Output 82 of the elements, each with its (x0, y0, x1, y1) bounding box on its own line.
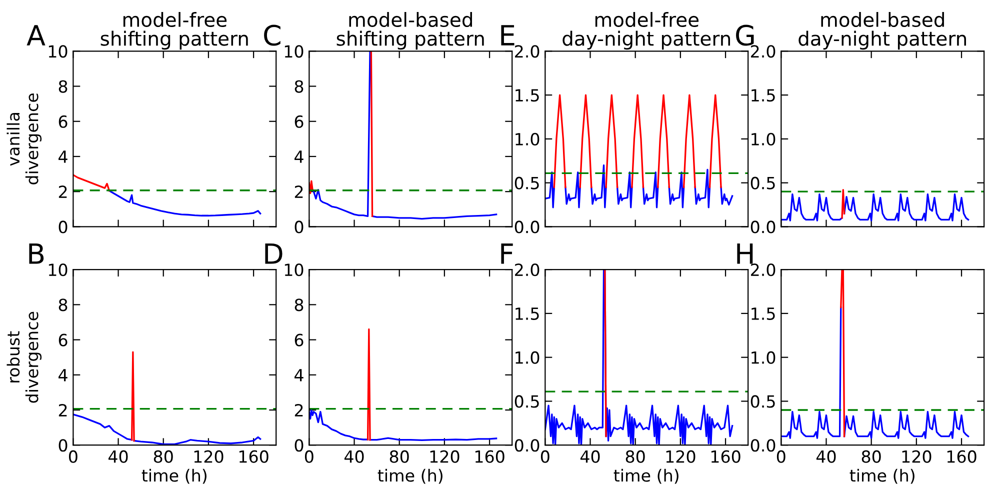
x-axis-title: time (h) (142, 468, 206, 484)
y-tick-label: 4 (58, 369, 68, 382)
y-tick-label: 0.0 (514, 220, 540, 234)
y-tick-label: 10 (284, 45, 304, 58)
x-tick-label: 120 (194, 450, 224, 463)
y-tick-label: 0.5 (750, 395, 775, 408)
x-axis-title: time (h) (378, 468, 442, 484)
x-tick-label: 0 (540, 450, 550, 463)
x-tick-label: 0 (304, 450, 314, 463)
y-tick-label: 2 (294, 186, 303, 198)
x-tick-label: 40 (108, 450, 128, 463)
x-tick-label: 120 (902, 450, 932, 463)
y-tick-label: 8 (294, 298, 304, 312)
y-tick-label: 10 (284, 264, 304, 276)
y-tick-label: 4 (294, 150, 304, 163)
text: G (736, 24, 754, 46)
y-tick-label: 6 (58, 115, 68, 128)
y-tick-label: 2.0 (751, 264, 776, 276)
chart-title: model-free day-night pattern (562, 12, 730, 50)
y-tick-label: 6 (294, 115, 304, 128)
x-tick-label: 80 (626, 450, 645, 463)
y-tick-label: 6 (58, 334, 68, 346)
x-tick-label: 160 (947, 450, 976, 463)
y-tick-label: 8 (58, 298, 68, 312)
y-tick-label: 2 (58, 186, 67, 198)
y-tick-label: 6 (294, 334, 304, 346)
y-tick-label: 2.0 (515, 264, 540, 276)
x-tick-label: 40 (580, 450, 600, 463)
y-tick-label: 8 (58, 80, 68, 93)
x-tick-label: 0 (776, 450, 786, 463)
y-tick-label: 0.5 (514, 176, 539, 190)
x-tick-label: 160 (475, 450, 504, 463)
text: F (501, 244, 513, 264)
y-tick-label: 1.0 (516, 132, 540, 146)
y-tick-label: 0.0 (750, 439, 776, 452)
x-tick-label: 160 (711, 450, 740, 463)
x-tick-label: 120 (666, 450, 696, 463)
chart-title: model-based shifting pattern (336, 12, 484, 50)
y-axis-title: vanilla divergence (6, 93, 42, 184)
y-tick-label: 1.0 (752, 351, 776, 364)
y-tick-label: 0 (58, 439, 68, 452)
y-tick-label: 1.5 (752, 89, 775, 102)
y-tick-label: 0.0 (514, 439, 540, 452)
y-tick-label: 1.0 (516, 351, 540, 364)
x-tick-label: 40 (816, 450, 836, 463)
y-tick-label: 8 (294, 80, 304, 93)
x-tick-label: 80 (862, 450, 881, 463)
chart-title: model-free shifting pattern (100, 12, 248, 50)
y-tick-label: 2.0 (515, 45, 540, 58)
y-tick-label: 1.5 (516, 89, 539, 102)
x-tick-label: 80 (154, 450, 173, 463)
y-tick-label: 1.5 (516, 308, 539, 320)
y-tick-label: 1.5 (752, 308, 775, 320)
text: E (501, 25, 514, 46)
y-tick-label: 4 (294, 369, 304, 382)
y-tick-label: 1.0 (752, 132, 776, 146)
text: H (737, 244, 753, 264)
y-axis-title: robust divergence (6, 312, 42, 403)
y-tick-label: 0 (58, 220, 68, 234)
text: C (264, 24, 280, 46)
x-axis-title: time (h) (614, 468, 678, 484)
y-tick-label: 0.5 (514, 395, 539, 408)
y-tick-label: 2 (294, 404, 303, 416)
y-tick-label: 10 (48, 45, 68, 58)
y-tick-label: 4 (58, 150, 68, 163)
y-tick-label: 0 (294, 439, 304, 452)
x-tick-label: 120 (430, 450, 460, 463)
text: B (29, 244, 44, 264)
y-tick-label: 2 (58, 404, 67, 416)
y-tick-label: 0.5 (750, 176, 775, 190)
text: A (26, 25, 46, 46)
y-tick-label: 2.0 (751, 45, 776, 58)
x-tick-label: 40 (344, 450, 364, 463)
x-tick-label: 80 (390, 450, 409, 463)
y-tick-label: 0.0 (750, 220, 776, 234)
x-tick-label: 160 (239, 450, 268, 463)
chart-title: model-based day-night pattern (798, 12, 966, 50)
y-tick-label: 10 (48, 264, 68, 276)
y-tick-label: 0 (294, 220, 304, 234)
text: D (265, 244, 282, 264)
x-axis-title: time (h) (850, 468, 914, 484)
x-tick-label: 0 (68, 450, 78, 463)
